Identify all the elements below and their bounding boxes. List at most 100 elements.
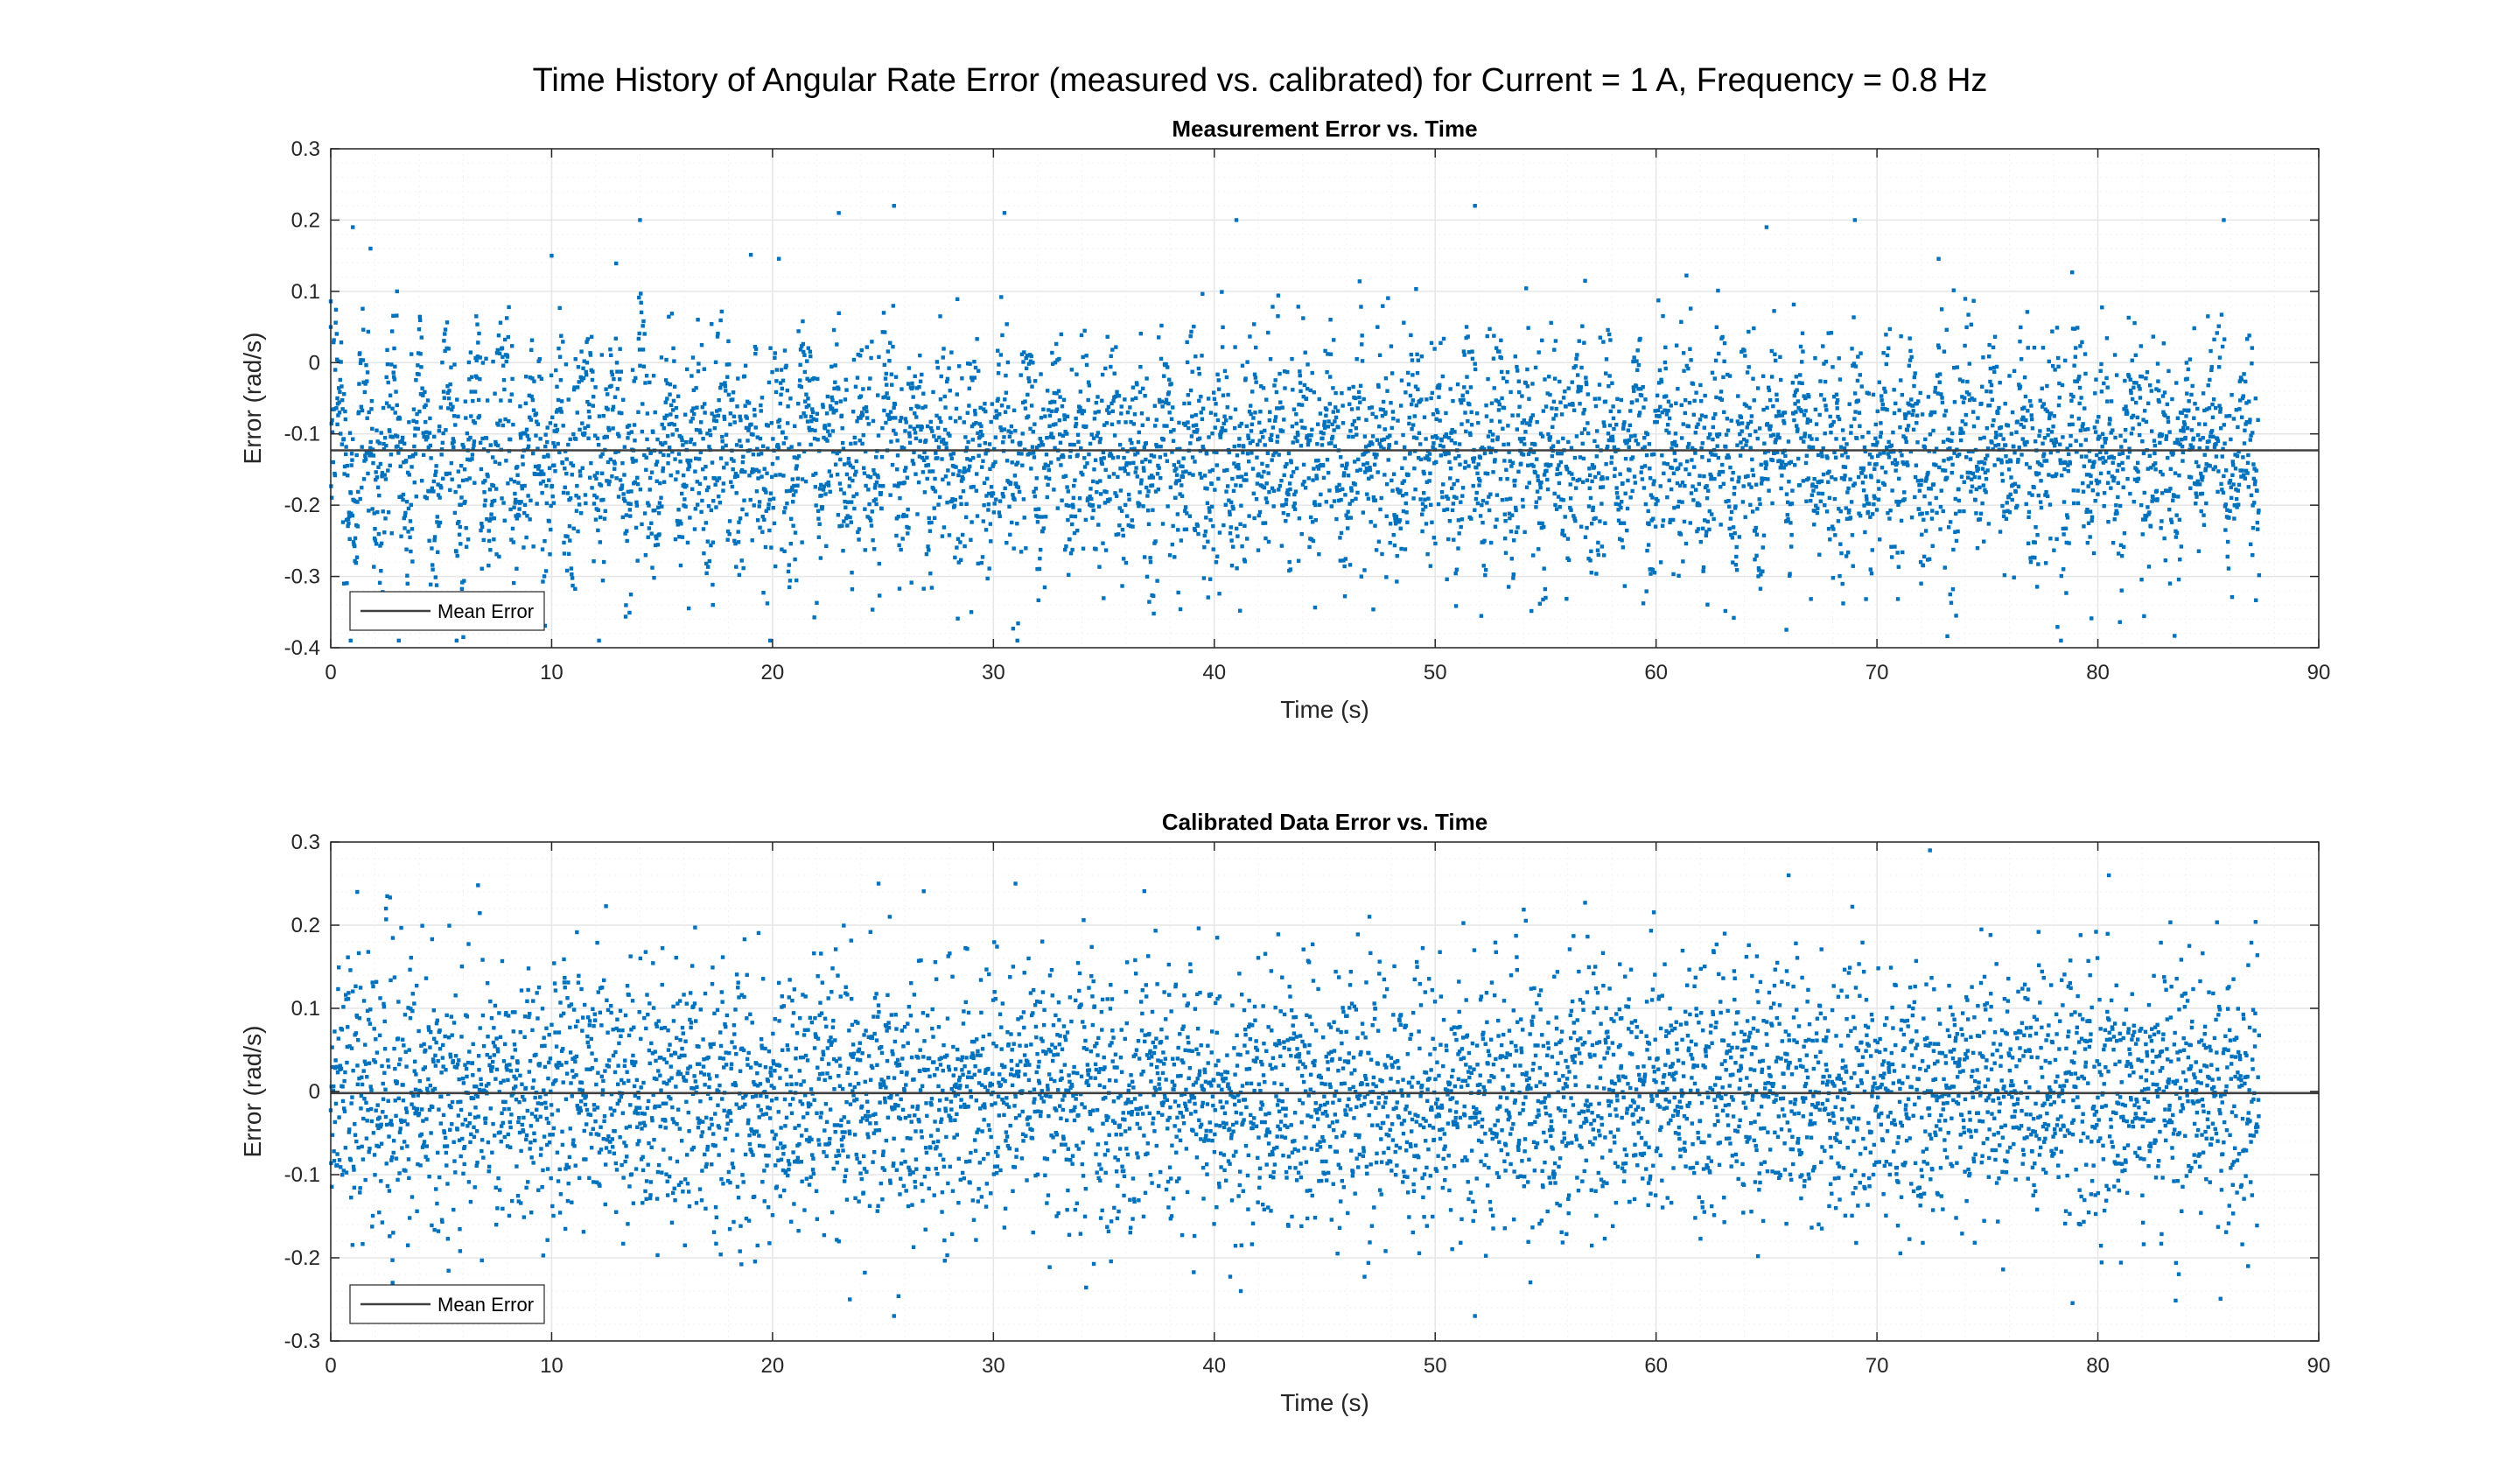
data-point [1321, 431, 1326, 436]
data-point [1310, 427, 1314, 432]
data-point [518, 404, 522, 409]
data-point [1730, 536, 1735, 540]
data-point [901, 512, 906, 517]
data-point [414, 495, 418, 499]
data-point [1447, 518, 1452, 523]
data-point [1164, 361, 1168, 367]
data-point [1236, 463, 1241, 467]
data-point [1406, 473, 1410, 477]
data-point [1241, 450, 1245, 455]
data-point [1998, 530, 2003, 534]
data-point [1867, 461, 1872, 466]
data-point [673, 457, 677, 461]
data-point [824, 411, 830, 416]
data-point [492, 516, 496, 521]
data-point [1408, 393, 1413, 398]
data-point [1670, 442, 1675, 446]
data-point [1185, 340, 1189, 345]
data-point [1894, 401, 1898, 406]
data-point [584, 501, 588, 506]
data-point [441, 476, 445, 481]
data-point [1424, 522, 1429, 526]
data-point [1607, 332, 1612, 337]
data-point [667, 314, 671, 319]
data-point [942, 427, 948, 432]
data-point [446, 347, 451, 351]
data-point [1964, 455, 1969, 460]
data-point [1895, 551, 1900, 555]
data-point [1026, 361, 1032, 366]
data-point [1130, 440, 1134, 446]
data-point [990, 464, 995, 468]
data-point [914, 436, 919, 441]
data-point [1018, 550, 1024, 554]
data-point [1369, 474, 1374, 479]
data-point [1148, 559, 1153, 565]
data-point [1301, 462, 1306, 467]
data-point [1315, 422, 1320, 426]
data-point [558, 377, 564, 383]
data-point [803, 479, 808, 484]
data-point [1718, 470, 1722, 474]
data-point [1397, 490, 1402, 495]
data-point [1879, 421, 1883, 425]
data-point [794, 464, 799, 468]
data-point [1984, 425, 1990, 431]
data-point [1998, 425, 2004, 430]
data-point [1177, 478, 1182, 483]
data-point [764, 490, 768, 495]
data-point [1271, 488, 1277, 494]
data-point [432, 537, 437, 543]
data-point [1874, 508, 1880, 512]
data-point [1166, 365, 1170, 369]
data-point [1133, 470, 1138, 474]
data-point [1382, 437, 1387, 442]
data-point [1823, 379, 1828, 384]
data-point [1557, 463, 1561, 467]
data-point [889, 439, 893, 444]
data-point [663, 400, 668, 404]
data-point [486, 563, 491, 568]
data-point [483, 498, 487, 502]
data-point [1658, 484, 1662, 488]
data-point [1743, 515, 1747, 519]
data-point [853, 441, 858, 446]
data-point [1691, 412, 1696, 418]
data-point [1653, 524, 1658, 529]
data-point [1936, 345, 1942, 350]
data-point [927, 548, 931, 552]
data-point [1315, 464, 1320, 469]
data-point [1062, 417, 1068, 422]
data-point [1978, 485, 1982, 490]
data-point [883, 330, 887, 334]
data-point [1298, 373, 1302, 378]
data-point [2015, 503, 2020, 509]
data-point [1744, 404, 1749, 408]
data-point [642, 511, 648, 516]
data-point [1205, 501, 1210, 505]
data-point [1980, 501, 1984, 506]
data-point [994, 409, 998, 413]
data-point [1672, 451, 1676, 455]
data-point [346, 473, 350, 478]
data-point [1885, 446, 1889, 450]
data-point [1252, 516, 1256, 521]
data-point [1976, 467, 1981, 471]
data-point [639, 291, 643, 296]
data-point [497, 554, 501, 559]
data-point [1597, 383, 1602, 387]
data-point [634, 525, 639, 530]
data-point [903, 429, 907, 433]
data-point [1004, 540, 1009, 545]
data-point [1533, 442, 1537, 447]
data-point [1661, 313, 1665, 319]
data-point [1813, 355, 1817, 361]
data-point [984, 452, 988, 456]
data-point [882, 408, 886, 413]
data-point [1419, 512, 1424, 516]
data-point [1238, 483, 1243, 488]
data-point [1054, 341, 1059, 347]
data-point [1882, 482, 1887, 487]
data-point [1063, 547, 1068, 552]
data-point [1852, 391, 1858, 396]
